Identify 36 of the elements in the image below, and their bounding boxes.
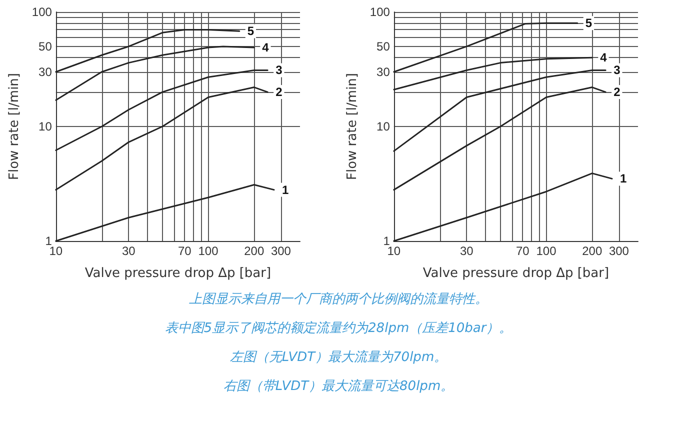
y-tick-label: 100 bbox=[32, 5, 52, 19]
y-tick-label: 10 bbox=[38, 120, 52, 134]
series-label: 3 bbox=[276, 63, 283, 78]
x-tick-label: 300 bbox=[270, 244, 292, 258]
x-tick-label: 200 bbox=[582, 244, 602, 258]
series-label: 2 bbox=[276, 85, 283, 100]
series-label: 5 bbox=[585, 16, 592, 30]
y-tick-label: 100 bbox=[370, 5, 390, 19]
series-label: 2 bbox=[614, 85, 621, 100]
y-axis-title: Flow rate [l/min] bbox=[345, 73, 360, 180]
text: 右图（带LVDT）最大流量可达80lpm。 bbox=[222, 378, 455, 396]
series-label: 1 bbox=[282, 182, 289, 197]
y-axis-title: Flow rate [l/min] bbox=[7, 73, 22, 180]
x-tick-label: 300 bbox=[608, 244, 630, 258]
x-tick-label: 100 bbox=[536, 244, 557, 258]
text: 左图（无LVDT）最大流量为70lpm。 bbox=[228, 349, 448, 367]
series-label: 3 bbox=[614, 63, 621, 78]
series-label: 1 bbox=[620, 172, 627, 186]
x-tick-label: 200 bbox=[244, 244, 264, 258]
x-tick-label: 70 bbox=[516, 244, 530, 258]
y-tick-label: 50 bbox=[38, 39, 52, 54]
x-tick-label: 100 bbox=[198, 244, 219, 258]
text: 上图显示来自用一个厂商的两个比例阀的流量特性。 bbox=[188, 291, 489, 309]
y-tick-label: 10 bbox=[376, 120, 390, 134]
x-tick-label: 30 bbox=[460, 244, 474, 258]
series-label: 4 bbox=[262, 40, 270, 54]
y-tick-label: 50 bbox=[376, 39, 390, 54]
x-axis-title: Valve pressure drop Δp [bar] bbox=[422, 266, 610, 281]
series-label: 4 bbox=[600, 50, 608, 65]
y-tick-label: 30 bbox=[376, 64, 390, 79]
x-axis-title: Valve pressure drop Δp [bar] bbox=[84, 266, 272, 281]
y-tick-label: 30 bbox=[38, 64, 52, 79]
series-label: 5 bbox=[247, 24, 254, 38]
x-tick-label: 30 bbox=[122, 244, 136, 258]
x-tick-label: 70 bbox=[178, 244, 192, 258]
text: 表中图5显示了阀芯的额定流量约为28lpm（压差10bar）。 bbox=[164, 320, 514, 338]
